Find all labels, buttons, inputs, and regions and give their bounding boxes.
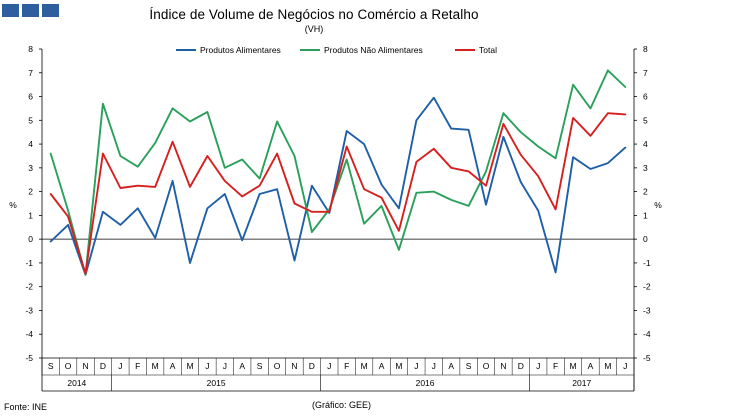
y-tick-label-right: 2	[643, 187, 648, 197]
y-tick-label-left: 6	[28, 92, 33, 102]
logo-block	[42, 4, 59, 17]
year-label: 2016	[416, 378, 435, 388]
month-label: N	[500, 361, 506, 371]
source-note: Fonte: INE	[4, 402, 48, 412]
y-tick-label-right: -5	[643, 353, 651, 363]
month-label: A	[379, 361, 385, 371]
month-label: J	[118, 361, 122, 371]
legend-label-1: Produtos Alimentares	[200, 45, 281, 55]
month-label: M	[186, 361, 193, 371]
y-tick-label-right: 8	[643, 44, 648, 54]
y-tick-label-left: 5	[28, 115, 33, 125]
y-tick-label-right: 5	[643, 115, 648, 125]
month-label: F	[553, 361, 558, 371]
chart-title: Índice de Volume de Negócios no Comércio…	[149, 7, 479, 22]
month-label: D	[309, 361, 315, 371]
month-label: S	[257, 361, 263, 371]
series-line-2	[49, 69, 627, 276]
month-label: A	[239, 361, 245, 371]
month-label: J	[432, 361, 436, 371]
month-label: O	[274, 361, 281, 371]
month-label: J	[536, 361, 540, 371]
month-label: A	[588, 361, 594, 371]
month-label: M	[604, 361, 611, 371]
y-tick-label-left: -5	[25, 353, 33, 363]
month-label: J	[223, 361, 227, 371]
legend-label-2: Produtos Não Alimentares	[324, 45, 423, 55]
month-label: F	[344, 361, 349, 371]
month-label: D	[100, 361, 106, 371]
y-tick-label-right: 4	[643, 139, 648, 149]
credit-note: (Gráfico: GEE)	[312, 400, 372, 410]
y-tick-label-left: 3	[28, 163, 33, 173]
legend-label-3: Total	[479, 45, 497, 55]
y-tick-label-right: 0	[643, 234, 648, 244]
month-label: M	[152, 361, 159, 371]
y-tick-label-left: -1	[25, 258, 33, 268]
month-label: J	[327, 361, 331, 371]
month-label: S	[466, 361, 472, 371]
month-label: J	[623, 361, 627, 371]
month-label: N	[82, 361, 88, 371]
y-tick-label-right: -4	[643, 329, 651, 339]
y-tick-label-left: 0	[28, 234, 33, 244]
month-label: O	[65, 361, 72, 371]
y-tick-label-right: 3	[643, 163, 648, 173]
y-tick-label-right: 1	[643, 210, 648, 220]
month-label: A	[448, 361, 454, 371]
y-tick-label-left: 2	[28, 187, 33, 197]
month-label: S	[48, 361, 54, 371]
month-label: D	[518, 361, 524, 371]
year-label: 2014	[67, 378, 86, 388]
series-line-3	[49, 112, 627, 275]
series-line-1	[49, 96, 627, 276]
year-label: 2017	[572, 378, 591, 388]
y-tick-label-left: -4	[25, 329, 33, 339]
y-tick-label-right: 6	[643, 92, 648, 102]
y-tick-label-left: 8	[28, 44, 33, 54]
month-label: N	[291, 361, 297, 371]
month-label: O	[483, 361, 490, 371]
y-tick-label-left: -3	[25, 305, 33, 315]
y-tick-label-left: 4	[28, 139, 33, 149]
y-axis-label-right: %	[654, 200, 662, 210]
month-label: J	[414, 361, 418, 371]
y-tick-label-right: -1	[643, 258, 651, 268]
logo-blocks	[2, 4, 59, 17]
y-axis-label-left: %	[9, 200, 17, 210]
logo-block	[2, 4, 19, 17]
y-tick-label-left: 1	[28, 210, 33, 220]
month-label: J	[205, 361, 209, 371]
year-label: 2015	[207, 378, 226, 388]
month-label: M	[395, 361, 402, 371]
y-tick-label-right: -2	[643, 282, 651, 292]
logo-block	[22, 4, 39, 17]
month-label: M	[570, 361, 577, 371]
month-label: M	[361, 361, 368, 371]
month-label: A	[170, 361, 176, 371]
y-tick-label-right: 7	[643, 68, 648, 78]
y-tick-label-left: 7	[28, 68, 33, 78]
y-tick-label-left: -2	[25, 282, 33, 292]
month-label: F	[135, 361, 140, 371]
chart-subtitle: (VH)	[304, 24, 324, 34]
y-tick-label-right: -3	[643, 305, 651, 315]
